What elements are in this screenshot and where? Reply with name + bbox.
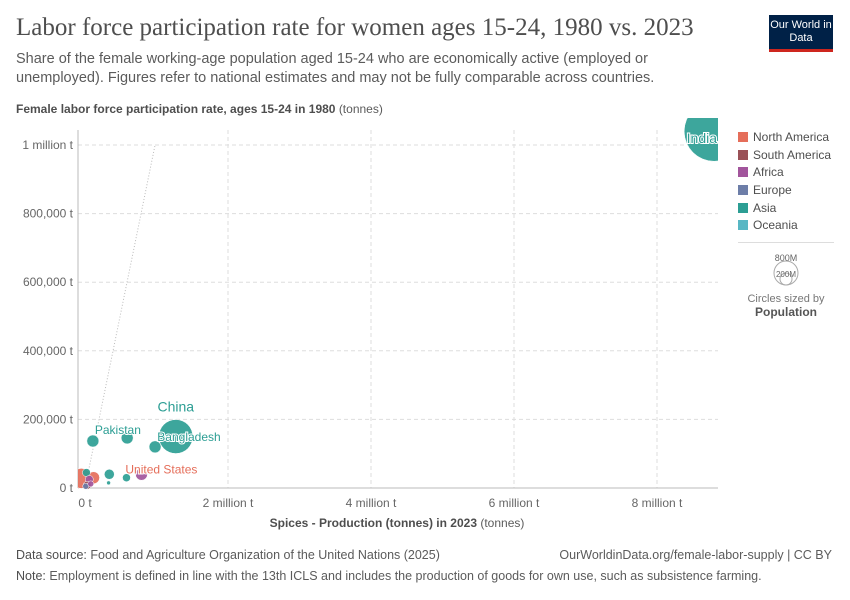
y-axis-label: Female labor force participation rate, a…	[16, 102, 383, 116]
legend-label: Europe	[753, 182, 792, 197]
data-point[interactable]	[87, 480, 94, 488]
data-point[interactable]	[104, 469, 115, 480]
note: Note: Employment is defined in line with…	[16, 569, 762, 583]
color-legend: North America South America Africa Europe As…	[738, 128, 831, 234]
y-tick-label: 400,000 t	[23, 344, 74, 358]
data-point[interactable]	[158, 419, 194, 454]
legend-swatch	[738, 184, 748, 195]
y-tick-label: 800,000 t	[23, 207, 74, 221]
owid-logo[interactable]: Our World in Data	[769, 15, 833, 52]
legend-item[interactable]: South America	[738, 146, 831, 164]
legend-label: Oceania	[753, 218, 798, 233]
y-tick-label: 1 million t	[22, 138, 73, 152]
data-point[interactable]	[106, 480, 111, 486]
data-point[interactable]	[148, 440, 162, 454]
legend-item[interactable]: Europe	[738, 181, 831, 199]
legend-swatch	[738, 167, 748, 178]
x-tick-label: 4 million t	[346, 496, 397, 510]
size-legend-large: 800M	[775, 253, 798, 263]
legend-swatch	[738, 131, 748, 142]
y-tick-label: 200,000 t	[23, 412, 74, 426]
x-tick-label: 2 million t	[203, 496, 254, 510]
points-group	[78, 101, 744, 490]
size-legend-caption: Circles sized by	[747, 293, 825, 305]
legend-swatch	[738, 202, 748, 213]
point-label: India	[687, 130, 718, 146]
size-legend-variable: Population	[755, 305, 817, 319]
y-tick-label: 600,000 t	[23, 275, 74, 289]
source-url[interactable]: OurWorldinData.org/female-labor-supply |…	[559, 548, 832, 562]
data-point[interactable]	[122, 473, 131, 482]
size-legend-small: 200M	[776, 270, 796, 279]
point-label: Bangladesh	[157, 430, 220, 444]
legend-item[interactable]: Africa	[738, 163, 831, 181]
data-point[interactable]	[135, 468, 148, 481]
x-tick-label: 8 million t	[632, 496, 683, 510]
legend-item[interactable]: North America	[738, 128, 831, 146]
x-tick-label: 6 million t	[489, 496, 540, 510]
x-tick-label: 0 t	[78, 496, 92, 510]
data-point[interactable]	[120, 431, 134, 445]
point-label: China	[158, 399, 195, 415]
y-axis-label-bold: Female labor force participation rate, a…	[16, 102, 336, 116]
source-text: Food and Agriculture Organization of the…	[90, 548, 440, 562]
x-axis-unit: (tonnes)	[480, 516, 525, 530]
chart-title: Labor force participation rate for women…	[16, 14, 694, 41]
reference-line	[84, 144, 156, 489]
source-label: Data source:	[16, 548, 87, 562]
legend-item[interactable]: Asia	[738, 199, 831, 217]
legend-label: Africa	[753, 165, 784, 180]
data-point[interactable]	[683, 101, 744, 162]
x-axis-label-bold: Spices - Production (tonnes) in 2023	[269, 516, 477, 530]
point-label: Pakistan	[95, 423, 141, 437]
legend-label: Asia	[753, 200, 777, 215]
note-text: Employment is defined in line with the 1…	[49, 569, 762, 583]
size-legend-circles: 800M 200M	[773, 253, 799, 286]
chart-subtitle: Share of the female working-age populati…	[16, 51, 655, 86]
y-axis-unit: (tonnes)	[338, 102, 383, 116]
x-axis-label: Spices - Production (tonnes) in 2023 (to…	[0, 516, 794, 530]
size-legend: 800M 200M Circles sized by Population	[738, 242, 834, 319]
legend-item[interactable]: Oceania	[738, 216, 831, 234]
data-point[interactable]	[86, 434, 100, 448]
legend-label: North America	[753, 129, 830, 144]
data-source: Data source: Food and Agriculture Organi…	[16, 548, 440, 562]
note-label: Note:	[16, 569, 46, 583]
legend-label: South America	[753, 147, 832, 162]
y-tick-label: 0 t	[60, 481, 74, 495]
legend-swatch	[738, 220, 748, 231]
legend-swatch	[738, 149, 748, 160]
point-label: United States	[125, 462, 197, 476]
